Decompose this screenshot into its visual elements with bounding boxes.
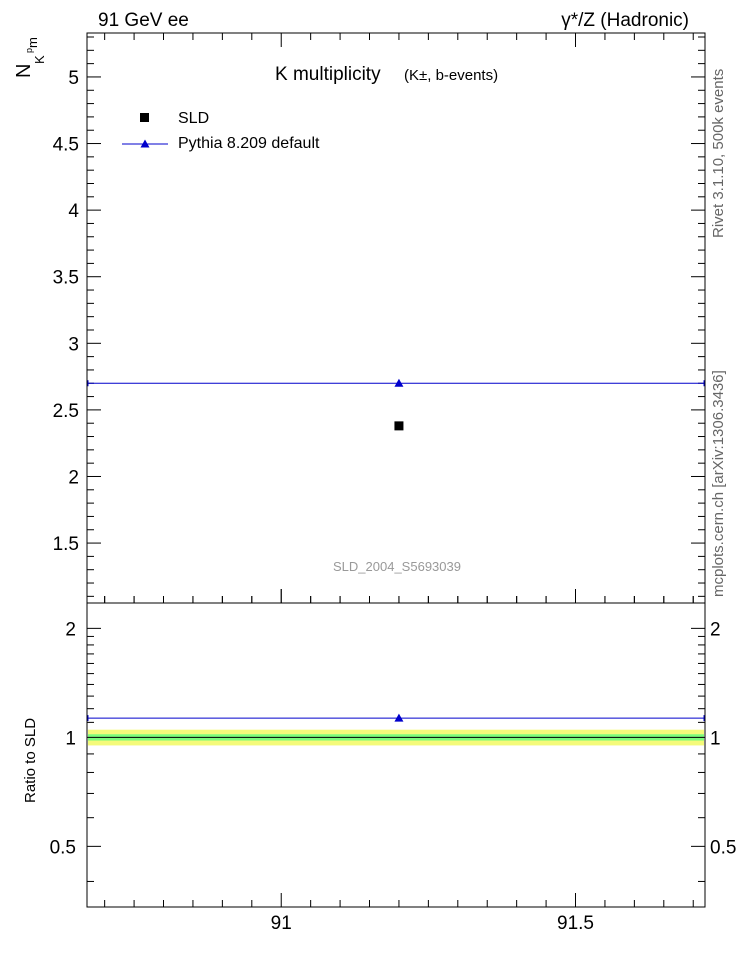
main-y-tick-label: 2 — [68, 467, 79, 488]
analysis-watermark: SLD_2004_S5693039 — [333, 559, 461, 574]
mcplots-label: mcplots.cern.ch [arXiv:1306.3436] — [710, 370, 727, 597]
ylabel-ratio: Ratio to SLD — [22, 718, 39, 803]
pythia-main-point — [394, 378, 404, 387]
ratio-y-tick-label-right: 1 — [710, 728, 721, 749]
x-tick-label: 91.5 — [557, 913, 594, 934]
pythia-ratio-point — [394, 713, 404, 722]
header-right-label: γ*/Z (Hadronic) — [561, 10, 689, 31]
axes-layer: 91 91.5 1.5 2 2.5 3 3.5 4 4.5 5 0.5 0.5 1 1 2 2 — [50, 32, 736, 934]
main-y-tick-label: 1.5 — [53, 534, 79, 555]
ylabel-tail: m — [25, 37, 40, 48]
x-tick-label: 91 — [271, 913, 292, 934]
legend-marker-sld — [140, 113, 149, 122]
marks-layer — [87, 378, 705, 746]
main-y-tick-label: 3 — [68, 334, 79, 355]
legend-label-sld: SLD — [178, 110, 209, 127]
ratio-y-tick-label-right: 2 — [710, 619, 721, 640]
ratio-y-tick-label-left: 0.5 — [50, 837, 76, 858]
main-y-axis-label: N K p m — [13, 37, 47, 78]
main-y-tick-label: 3.5 — [53, 268, 79, 289]
main-y-tick-label: 2.5 — [53, 401, 79, 422]
chart-subtitle: (K±, b-events) — [404, 67, 498, 84]
rivet-label: Rivet 3.1.10, 500k events — [710, 69, 727, 238]
main-y-tick-label: 4 — [68, 201, 79, 222]
chart-title: K multiplicity — [275, 64, 381, 85]
legend: SLD Pythia 8.209 default — [122, 110, 320, 152]
ylabel-sup: p — [24, 48, 34, 53]
ylabel-sub: K — [32, 55, 47, 64]
main-y-tick-label: 4.5 — [53, 135, 79, 156]
ratio-y-tick-label-left: 2 — [65, 619, 76, 640]
ylabel-main: N — [13, 64, 35, 78]
ratio-y-tick-label-left: 1 — [65, 728, 76, 749]
main-y-tick-label: 5 — [68, 68, 79, 89]
sld-main-point — [394, 421, 404, 431]
legend-marker-pythia — [140, 139, 150, 148]
header-left-label: 91 GeV ee — [98, 10, 189, 31]
legend-label-pythia: Pythia 8.209 default — [178, 135, 320, 152]
ratio-y-tick-label-right: 0.5 — [710, 837, 736, 858]
ratio-plot-frame — [86, 602, 706, 908]
